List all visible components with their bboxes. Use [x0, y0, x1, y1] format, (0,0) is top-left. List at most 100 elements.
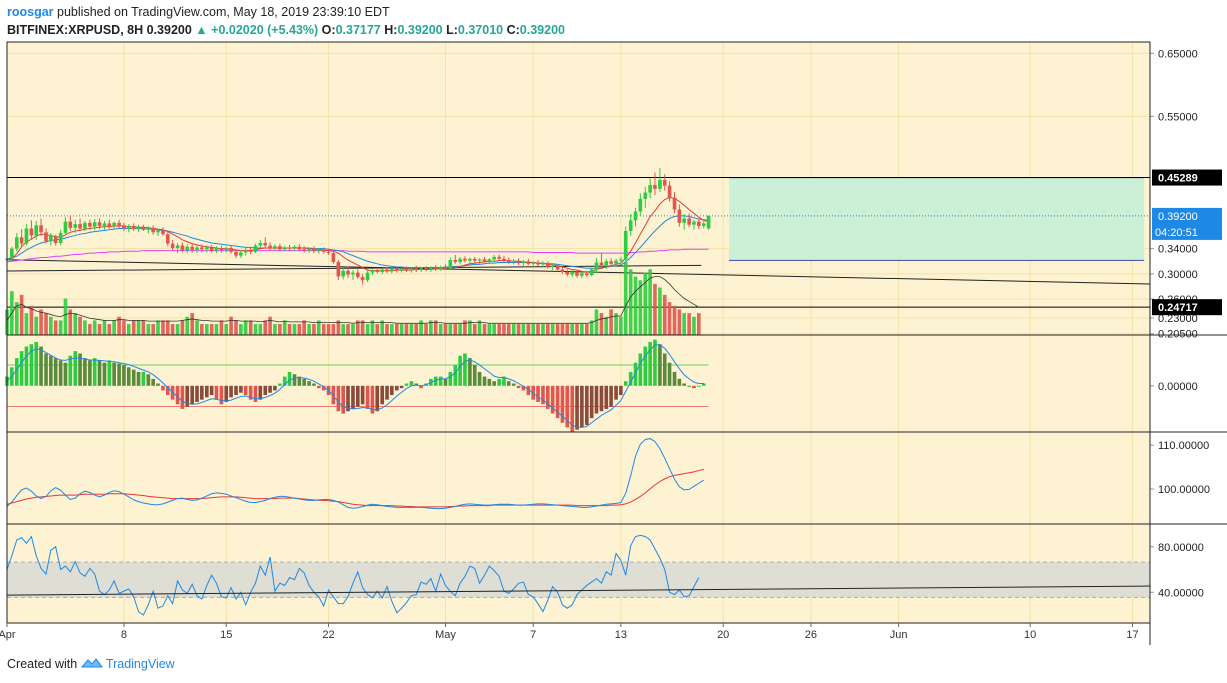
- histogram-bar: [511, 383, 516, 386]
- candle-body: [263, 243, 268, 246]
- target-zone[interactable]: [729, 177, 1145, 261]
- candle-body: [443, 266, 448, 269]
- volume-bar: [312, 324, 316, 335]
- candle-body: [565, 271, 570, 275]
- candle-body: [360, 277, 365, 281]
- volume-bar: [536, 324, 540, 335]
- volume-bar: [214, 324, 219, 335]
- trendline[interactable]: [6, 264, 702, 272]
- volume-bar: [126, 324, 131, 335]
- volume-bar: [49, 316, 53, 335]
- volume-bar: [433, 320, 438, 335]
- candle-body: [458, 258, 462, 262]
- price-change: +0.02020 (+5.43%): [211, 23, 319, 37]
- volume-bar: [575, 324, 579, 335]
- candle-body: [531, 262, 535, 264]
- histogram-bar: [312, 383, 316, 386]
- symbol-info: BITFINEX:XRPUSD, 8H 0.39200 ▲ +0.02020 (…: [7, 23, 565, 37]
- volume-bar: [292, 324, 297, 335]
- volume-bar: [44, 313, 48, 335]
- histogram-bar: [190, 385, 194, 405]
- rsi-axis-label: 40.00000: [1158, 587, 1204, 599]
- histogram-bar: [351, 385, 355, 409]
- histogram-bar: [336, 385, 341, 412]
- tradingview-brand-link[interactable]: TradingView: [105, 657, 175, 671]
- candle-body: [521, 261, 526, 264]
- volume-bar: [360, 320, 365, 335]
- candle-body: [170, 243, 175, 249]
- candle-body: [161, 230, 165, 235]
- candle-body: [88, 222, 92, 227]
- candle-body: [687, 218, 691, 225]
- level-tag-label: 0.24717: [1158, 302, 1198, 314]
- candle-body: [58, 232, 63, 244]
- volume-bar: [692, 316, 696, 335]
- histogram-bar: [419, 385, 423, 389]
- candle-body: [39, 225, 43, 233]
- volume-bar: [122, 320, 126, 335]
- current-price-tag: [1152, 207, 1222, 240]
- price-axis-background: [1150, 42, 1227, 623]
- histogram-bar: [687, 385, 691, 387]
- volume-bar: [399, 324, 404, 335]
- candle-body: [370, 270, 375, 273]
- histogram-bar: [24, 346, 29, 386]
- time-axis-label: 15: [220, 629, 232, 641]
- candle-body: [234, 251, 238, 256]
- volume-bar: [516, 324, 521, 335]
- symbol-label[interactable]: BITFINEX:XRPUSD, 8H: [7, 23, 144, 37]
- volume-bar: [390, 324, 394, 335]
- histogram-bar: [321, 385, 326, 391]
- candle-body: [463, 258, 467, 261]
- volume-bar: [545, 324, 550, 335]
- volume-bar: [14, 302, 19, 335]
- histogram-bar: [122, 365, 126, 386]
- candle-body: [273, 246, 277, 249]
- histogram-bar: [555, 385, 560, 419]
- histogram-bar: [575, 385, 579, 430]
- close-label: C:: [506, 23, 520, 37]
- histogram-bar: [370, 385, 375, 414]
- trendline[interactable]: [6, 259, 1151, 285]
- volume-bar: [628, 269, 633, 335]
- histogram-bar: [97, 360, 102, 386]
- histogram-bar: [526, 385, 531, 396]
- histogram-bar: [701, 383, 706, 386]
- rsi-trendline[interactable]: [6, 585, 1151, 596]
- hist-axis-label: 0.00000: [1158, 381, 1198, 393]
- volume-bar: [282, 320, 287, 335]
- candle-body: [292, 246, 297, 249]
- histogram-bar: [131, 369, 136, 386]
- histogram-bar: [653, 339, 657, 386]
- volume-bar: [156, 320, 160, 335]
- candle-body: [409, 268, 414, 271]
- volume-bar: [341, 324, 345, 335]
- histogram-bar: [609, 385, 613, 407]
- histogram-bar: [667, 362, 672, 386]
- histogram-bar: [458, 355, 462, 386]
- candle-body: [253, 245, 258, 252]
- histogram-bar: [78, 353, 82, 386]
- histogram-bar: [136, 371, 141, 386]
- histogram-bar: [453, 365, 458, 386]
- author-link[interactable]: roosgar: [7, 5, 54, 19]
- candle-body: [404, 268, 409, 271]
- volume-bar: [195, 320, 199, 335]
- volume-bar: [321, 324, 326, 335]
- histogram-bar: [19, 351, 24, 386]
- volume-bar: [131, 320, 136, 335]
- candle-body: [633, 211, 638, 221]
- volume-bar: [658, 287, 662, 335]
- candle-body: [200, 247, 204, 250]
- candle-body: [209, 247, 214, 251]
- volume-bar: [58, 320, 63, 335]
- volume-bar: [643, 272, 648, 335]
- candle-body: [614, 260, 618, 264]
- candle-body: [117, 222, 121, 226]
- volume-bar: [224, 324, 229, 335]
- histogram-bar: [472, 365, 477, 386]
- candle-body: [307, 248, 311, 251]
- candle-body: [677, 209, 682, 223]
- time-axis-label: 7: [530, 629, 536, 641]
